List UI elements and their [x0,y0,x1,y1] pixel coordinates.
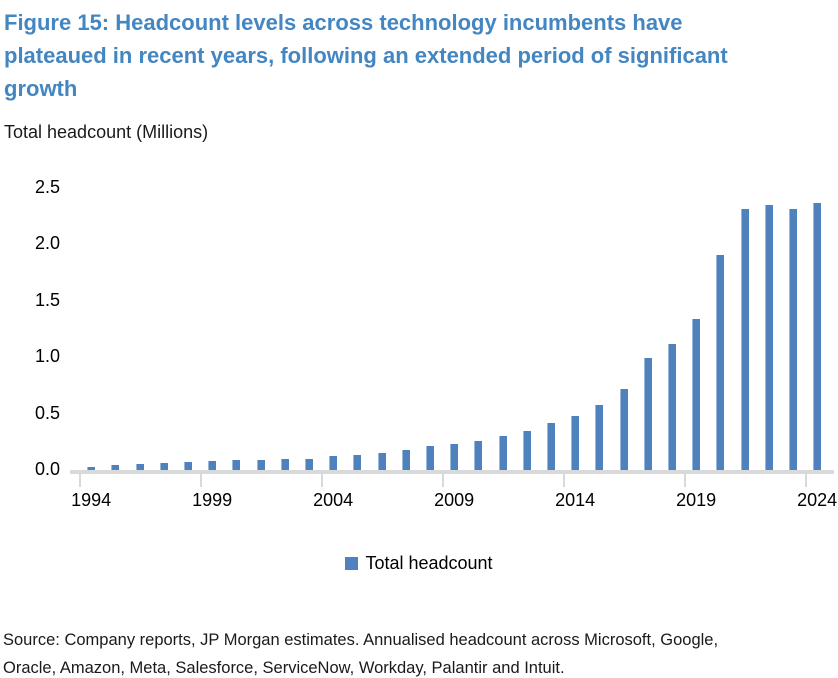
figure-title-line-2: plateaued in recent years, following an … [4,43,728,68]
bar-2017 [643,358,652,470]
x-axis-tick-1994 [79,470,81,487]
chart-legend: Total headcount [0,553,838,574]
y-axis-title: Total headcount (Millions) [4,122,209,142]
y-axis-label-0.0: 0.0 [34,459,60,479]
bar-2024 [813,203,822,470]
bar-2016 [619,389,628,470]
bar-1994 [87,467,96,470]
bar-2020 [716,255,725,470]
source-line-1: Source: Company reports, JP Morgan estim… [3,631,719,649]
bar-2014 [571,416,580,470]
bar-2021 [740,209,749,470]
y-axis-label-0.5: 0.5 [34,402,60,423]
y-axis-label-2.5: 2.5 [34,177,60,197]
bar-2002 [280,459,289,470]
bar-2011 [498,436,507,470]
source-line-2: Oracle, Amazon, Meta, Salesforce, Servic… [3,659,565,677]
x-axis-line [70,470,834,474]
bar-1995 [111,465,120,470]
x-axis-label-1999: 1999 [192,490,233,510]
figure-title: Figure 15: Headcount levels across techn… [4,6,728,105]
bar-2003 [304,459,313,470]
x-axis-label-2014: 2014 [555,490,596,510]
bar-2000 [232,460,241,470]
bar-2019 [692,319,701,470]
bar-1998 [183,462,192,470]
bar-2008 [425,446,434,470]
x-axis-tick-2004 [321,470,323,487]
bar-chart: 0.0 0.5 1.0 1.5 2.0 2.5 1994 1999 2004 2009 2014 2… [0,155,838,520]
bar-2023 [788,209,797,470]
x-axis-label-2019: 2019 [676,490,717,510]
bar-2006 [377,453,386,470]
bar-2005 [353,455,362,470]
x-axis-tick-1999 [200,470,202,487]
y-axis-label-1.0: 1.0 [34,346,60,367]
bar-2009 [450,444,459,470]
figure-title-line-3: growth [4,76,78,101]
x-axis-label-2004: 2004 [313,490,354,510]
x-axis-tick-2009 [442,470,444,487]
bar-2022 [764,205,773,470]
bar-2010 [474,441,483,470]
bar-2015 [595,405,604,470]
legend-label: Total headcount [365,553,493,573]
bar-1996 [135,464,144,470]
bar-2001 [256,460,265,470]
x-axis-label-2024: 2024 [797,490,838,510]
bar-2012 [522,431,531,470]
y-axis-label-1.5: 1.5 [34,289,60,310]
x-axis-tick-2014 [563,470,565,487]
bar-2007 [401,450,410,470]
x-axis-tick-2024 [805,470,807,487]
x-axis-label-1994: 1994 [71,490,112,510]
x-axis-label-2009: 2009 [434,490,475,510]
legend-swatch-icon [345,557,359,570]
bar-2004 [329,456,338,470]
x-axis-tick-2019 [684,470,686,487]
bar-2018 [667,344,676,470]
bar-2013 [546,423,555,470]
y-axis-label-2.0: 2.0 [34,233,60,254]
source-note: Source: Company reports, JP Morgan estim… [3,626,718,678]
figure-title-line-1: Figure 15: Headcount levels across techn… [4,10,683,35]
bar-1997 [159,463,168,470]
bar-1999 [208,461,217,470]
